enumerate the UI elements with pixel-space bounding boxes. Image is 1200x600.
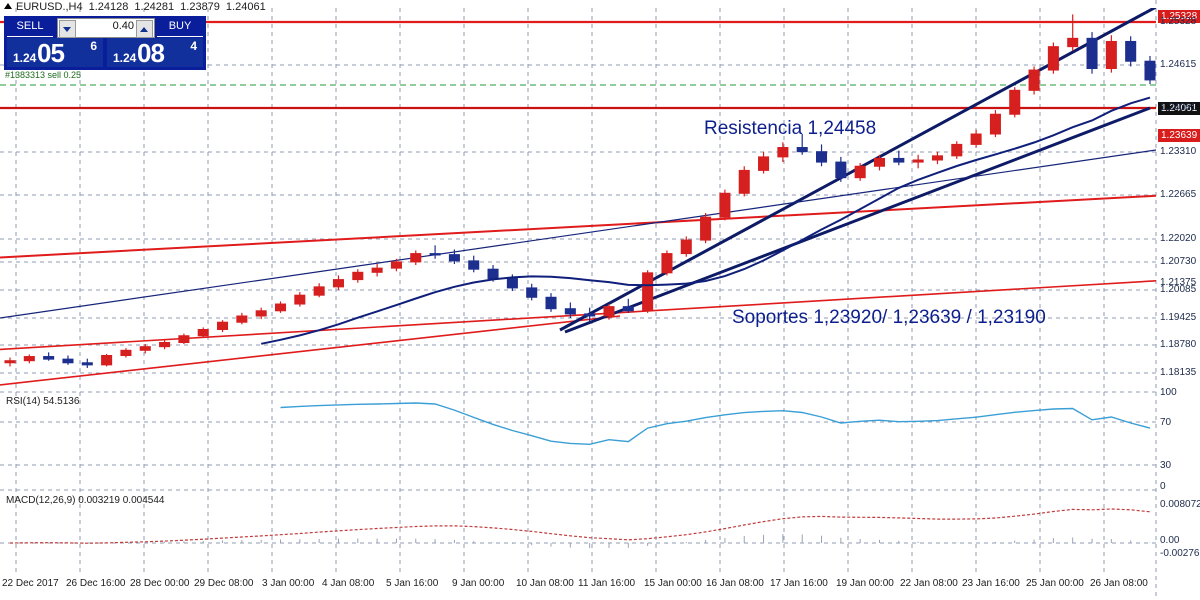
rsi-tick: 100 — [1160, 387, 1177, 398]
date-tick: 4 Jan 08:00 — [322, 578, 375, 589]
date-tick: 22 Dec 2017 — [2, 578, 59, 589]
price-tick: 1.25328 — [1160, 16, 1197, 27]
trendline-steep-upper — [559, 8, 1156, 332]
rsi-tick: 70 — [1160, 417, 1172, 428]
date-tick: 29 Dec 08:00 — [194, 578, 254, 589]
date-tick: 22 Jan 08:00 — [900, 578, 958, 589]
chevron-down-icon — [63, 27, 71, 32]
channel-base-red — [0, 315, 621, 386]
resistance-price-tag: 1.25328 — [1158, 10, 1200, 23]
volume-decrement-button[interactable] — [59, 20, 76, 38]
ohlc-open: 1.24128 — [88, 1, 129, 13]
rsi-line — [280, 402, 1151, 446]
date-tick: 15 Jan 00:00 — [644, 578, 702, 589]
buy-price-fraction: 4 — [190, 39, 197, 53]
chevron-up-icon — [140, 27, 148, 32]
price-tick: 1.21375 — [1160, 277, 1197, 288]
sell-price-button[interactable]: 1.24 05 6 — [7, 38, 103, 68]
date-tick: 9 Jan 00:00 — [452, 578, 505, 589]
ohlc-high: 1.24281 — [134, 1, 175, 13]
channel-upper-red — [0, 194, 1156, 259]
horizontal-gridlines-rsi — [0, 421, 1156, 466]
trendline-thin-mid — [0, 149, 1156, 319]
rsi-tick: 30 — [1160, 460, 1172, 471]
macd-caption: MACD(12,26,9) 0.003219 0.004544 — [6, 495, 165, 506]
date-axis[interactable]: 22 Dec 2017 26 Dec 16:00 28 Dec 00:00 29 De… — [0, 578, 1156, 600]
price-tick: 1.19425 — [1160, 312, 1197, 323]
price-tick: 1.22665 — [1160, 189, 1197, 200]
sell-button[interactable]: SELL — [7, 18, 53, 37]
open-order-label: #1383313 sell 0.25 — [5, 70, 82, 80]
candlestick-series — [4, 14, 1156, 368]
pane-separators — [0, 391, 1156, 491]
macd-signal-line — [9, 508, 1151, 544]
date-tick: 17 Jan 16:00 — [770, 578, 828, 589]
buy-button[interactable]: BUY — [157, 18, 203, 37]
ohlc-low: 1.23879 — [180, 1, 220, 13]
symbol-name: EURUSD.,H4 — [16, 1, 83, 13]
date-tick: 25 Jan 00:00 — [1026, 578, 1084, 589]
price-tick: 1.24061 — [1160, 102, 1197, 113]
support-price-tag: 1.23639 — [1158, 129, 1200, 142]
price-axis[interactable]: 1.25328 1.24615 1.24061 1.23310 1.22665 1.220… — [1156, 0, 1200, 600]
trendlines-navy — [0, 8, 1156, 334]
date-tick: 5 Jan 16:00 — [386, 578, 439, 589]
price-tick: 1.18135 — [1160, 367, 1197, 378]
macd-tick: -0.002769 — [1160, 548, 1200, 559]
rsi-caption: RSI(14) 54.5136 — [6, 396, 80, 407]
buy-price-button[interactable]: 1.24 08 4 — [107, 38, 203, 68]
date-tick: 26 Jan 08:00 — [1090, 578, 1148, 589]
sell-price-pips: 05 — [37, 38, 65, 68]
support-annotation[interactable]: Soportes 1,23920/ 1,23639 / 1,23190 — [732, 307, 1046, 328]
volume-value[interactable]: 0.40 — [112, 20, 134, 32]
price-tick: 1.20730 — [1160, 256, 1197, 267]
rsi-tick: 0 — [1160, 481, 1166, 492]
sell-price-integer: 1.24 — [13, 51, 37, 65]
moving-average-line — [260, 96, 1151, 345]
buy-price-pips: 08 — [137, 38, 165, 68]
volume-increment-button[interactable] — [136, 20, 153, 38]
trendline-steep-lower — [564, 106, 1151, 334]
price-tick: 1.18780 — [1160, 339, 1197, 350]
price-tick: 1.23310 — [1160, 146, 1197, 157]
vertical-gridlines — [15, 0, 1157, 600]
date-tick: 28 Dec 00:00 — [130, 578, 190, 589]
one-click-trading-panel[interactable]: SELL 0.40 BUY 1.24 05 6 1.24 08 4 — [4, 16, 206, 70]
resistance-annotation[interactable]: Resistencia 1,24458 — [704, 118, 877, 139]
date-tick: 19 Jan 00:00 — [836, 578, 894, 589]
date-tick: 11 Jan 16:00 — [578, 578, 636, 589]
buy-price-integer: 1.24 — [113, 51, 137, 65]
date-tick: 3 Jan 00:00 — [262, 578, 315, 589]
date-tick: 10 Jan 08:00 — [516, 578, 574, 589]
date-tick: 23 Jan 16:00 — [962, 578, 1020, 589]
collapse-triangle-icon[interactable] — [4, 3, 12, 9]
macd-tick: 0.008072 — [1160, 499, 1200, 510]
price-tick: 1.22020 — [1160, 233, 1197, 244]
date-tick: 16 Jan 08:00 — [706, 578, 764, 589]
macd-tick: 0.00 — [1160, 535, 1180, 546]
octp-toolbar: SELL 0.40 BUY — [5, 17, 205, 38]
date-tick: 26 Dec 16:00 — [66, 578, 126, 589]
sell-price-fraction: 6 — [90, 39, 97, 53]
symbol-header: EURUSD.,H4 1.24128 1.24281 1.23879 1.24061 — [4, 1, 266, 13]
price-tick: 1.20085 — [1160, 284, 1197, 295]
price-tick: 1.24615 — [1160, 59, 1197, 70]
volume-stepper[interactable]: 0.40 — [57, 18, 155, 38]
bid-price-tag: 1.24061 — [1158, 102, 1200, 115]
macd-histogram — [28, 534, 1151, 549]
ohlc-close: 1.24061 — [225, 1, 266, 13]
